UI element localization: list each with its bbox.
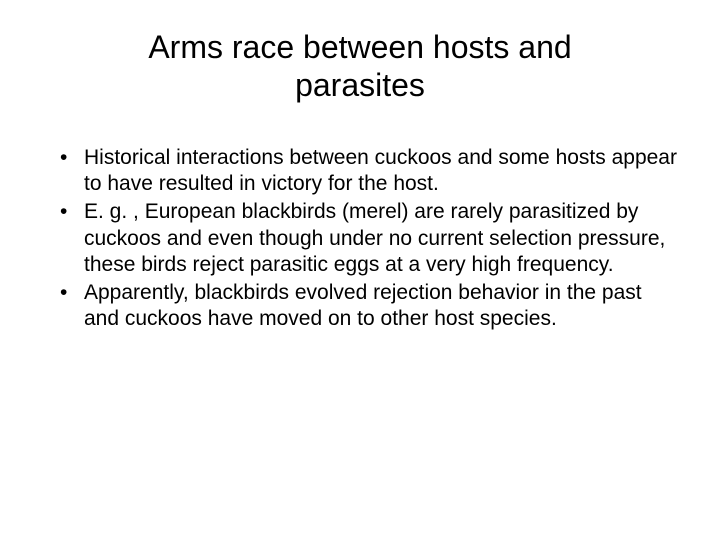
bullet-list: Historical interactions between cuckoos … bbox=[40, 145, 680, 333]
bullet-item: E. g. , European blackbirds (merel) are … bbox=[60, 199, 680, 278]
bullet-item: Historical interactions between cuckoos … bbox=[60, 145, 680, 198]
bullet-item: Apparently, blackbirds evolved rejection… bbox=[60, 280, 680, 333]
slide-title: Arms race between hosts and parasites bbox=[40, 28, 680, 105]
slide-container: Arms race between hosts and parasites Hi… bbox=[0, 0, 720, 540]
